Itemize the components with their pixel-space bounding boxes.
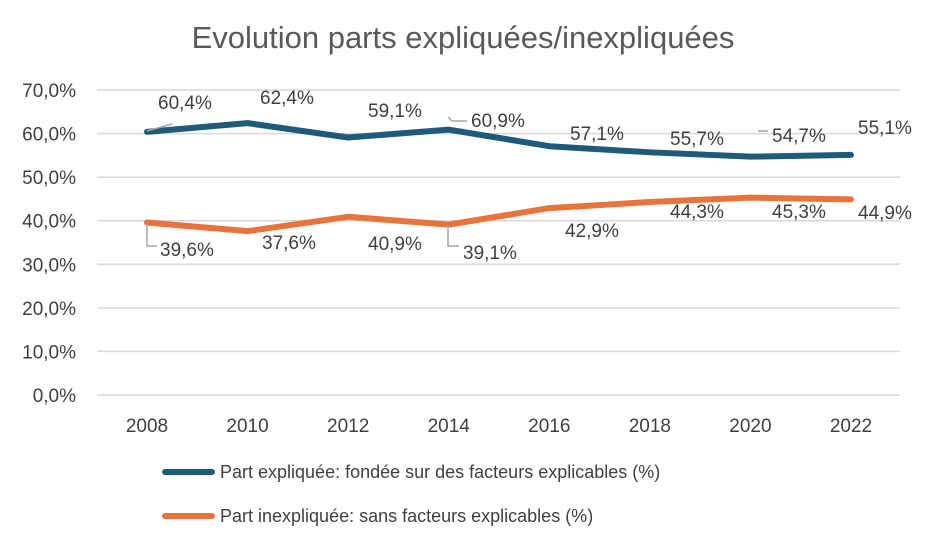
x-tick-label: 2020 [729, 416, 771, 437]
data-label: 59,1% [368, 101, 422, 122]
data-label: 57,1% [570, 124, 624, 145]
legend-label: Part expliquée: fondée sur des facteurs … [220, 462, 660, 482]
x-tick-label: 2012 [327, 416, 369, 437]
y-tick-label: 30,0% [22, 255, 76, 276]
data-label: 37,6% [262, 233, 316, 254]
data-label: 42,9% [565, 221, 619, 242]
leader-line [146, 123, 173, 132]
data-label: 54,7% [772, 126, 826, 147]
data-label: 39,6% [160, 240, 214, 261]
x-tick-label: 2008 [126, 416, 168, 437]
data-label: 40,9% [368, 234, 422, 255]
chart-title: Evolution parts expliquées/inexpliquées [192, 20, 735, 55]
y-tick-label: 40,0% [22, 212, 76, 233]
x-tick-label: 2010 [226, 416, 268, 437]
data-label: 39,1% [463, 243, 517, 264]
y-tick-label: 50,0% [22, 168, 76, 189]
series-line [144, 120, 854, 160]
data-label: 55,1% [858, 118, 912, 139]
leader-line [146, 224, 157, 247]
data-label: 60,4% [158, 93, 212, 114]
y-tick-label: 10,0% [22, 342, 76, 363]
leader-line [447, 116, 467, 122]
data-label: 44,9% [858, 203, 912, 224]
x-tick-label: 2022 [830, 416, 872, 437]
data-label: 44,3% [670, 202, 724, 223]
leader-line [447, 225, 459, 247]
data-label: 60,9% [471, 111, 525, 132]
y-tick-label: 20,0% [22, 299, 76, 320]
legend-label: Part inexpliquée: sans facteurs explicab… [220, 506, 593, 526]
data-label: 45,3% [772, 202, 826, 223]
series-line [144, 194, 854, 235]
x-tick-label: 2018 [629, 416, 671, 437]
x-tick-label: 2016 [528, 416, 570, 437]
data-label: 62,4% [260, 88, 314, 109]
y-tick-label: 60,0% [22, 125, 76, 146]
data-label: 55,7% [670, 129, 724, 150]
x-tick-label: 2014 [428, 416, 471, 437]
y-tick-label: 70,0% [22, 81, 76, 102]
y-tick-label: 0,0% [33, 386, 76, 407]
